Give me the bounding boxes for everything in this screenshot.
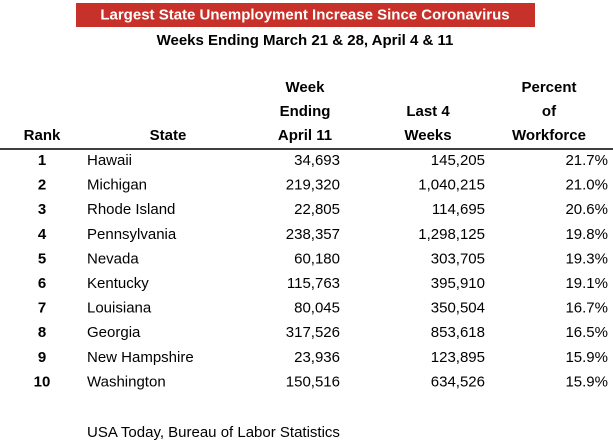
table-cell: 145,205	[431, 152, 485, 169]
title: Largest State Unemployment Increase Sinc…	[100, 6, 509, 23]
table-cell: 10	[34, 373, 51, 390]
table-cell: 34,693	[294, 152, 340, 169]
table-cell: 6	[38, 275, 46, 292]
table-cell: 21.0%	[565, 177, 608, 194]
title-banner	[76, 3, 535, 27]
table-cell: 7	[38, 300, 46, 317]
table-cell: 219,320	[286, 177, 340, 194]
table-cell: 115,763	[287, 275, 340, 292]
table-cell: 853,618	[431, 324, 485, 341]
table-cell: 3	[38, 201, 46, 218]
table-cell: Georgia	[87, 324, 141, 341]
table-cell: Pennsylvania	[87, 226, 177, 243]
table-cell: Kentucky	[87, 275, 149, 292]
table-cell: 5	[38, 250, 46, 267]
table-cell: 303,705	[431, 250, 485, 267]
source: USA Today, Bureau of Labor Statistics	[87, 424, 340, 441]
column-header: Weeks	[404, 127, 451, 144]
table-cell: 8	[38, 324, 46, 341]
table-cell: 4	[38, 226, 47, 243]
column-header: April 11	[278, 127, 332, 144]
table-cell: 350,504	[431, 300, 485, 317]
table-cell: 19.1%	[565, 275, 608, 292]
table-cell: 317,526	[286, 324, 340, 341]
table-cell: 1	[38, 152, 46, 169]
table-cell: Nevada	[87, 250, 139, 267]
table-cell: 634,526	[431, 373, 485, 390]
table-cell: 16.5%	[565, 324, 608, 341]
column-header: of	[542, 103, 557, 120]
table-cell: 80,045	[294, 300, 340, 317]
table-cell: 1,040,215	[418, 177, 485, 194]
table-cell: 123,895	[431, 349, 485, 366]
table-cell: 22,805	[294, 201, 340, 218]
column-header: Percent	[521, 79, 576, 96]
table-cell: 395,910	[431, 275, 485, 292]
table-cell: Hawaii	[87, 152, 132, 169]
table-cell: 150,516	[286, 373, 340, 390]
subtitle: Weeks Ending March 21 & 28, April 4 & 11	[157, 32, 454, 49]
column-header: Workforce	[512, 127, 586, 144]
table-cell: Washington	[87, 373, 166, 390]
table-cell: 2	[38, 177, 46, 194]
table-cell: New Hampshire	[87, 349, 194, 366]
table-cell: 19.8%	[565, 226, 608, 243]
table-cell: 15.9%	[565, 349, 608, 366]
column-header: Last 4	[406, 103, 450, 120]
table-cell: 20.6%	[565, 201, 608, 218]
table-cell: 15.9%	[565, 373, 608, 390]
table-cell: Louisiana	[87, 300, 152, 317]
column-header: Week	[286, 79, 326, 96]
table-cell: Michigan	[87, 177, 147, 194]
table-cell: 60,180	[294, 250, 340, 267]
table-cell: 19.3%	[565, 250, 608, 267]
table-cell: 238,357	[286, 226, 340, 243]
column-header: Ending	[280, 103, 331, 120]
table-cell: Rhode Island	[87, 201, 175, 218]
column-header: Rank	[24, 127, 61, 144]
table-cell: 114,695	[432, 201, 485, 218]
table-cell: 1,298,125	[418, 226, 485, 243]
column-header: State	[150, 127, 187, 144]
table-cell: 9	[38, 349, 46, 366]
table-cell: 23,936	[294, 349, 340, 366]
table-cell: 21.7%	[565, 152, 608, 169]
table-cell: 16.7%	[565, 300, 608, 317]
